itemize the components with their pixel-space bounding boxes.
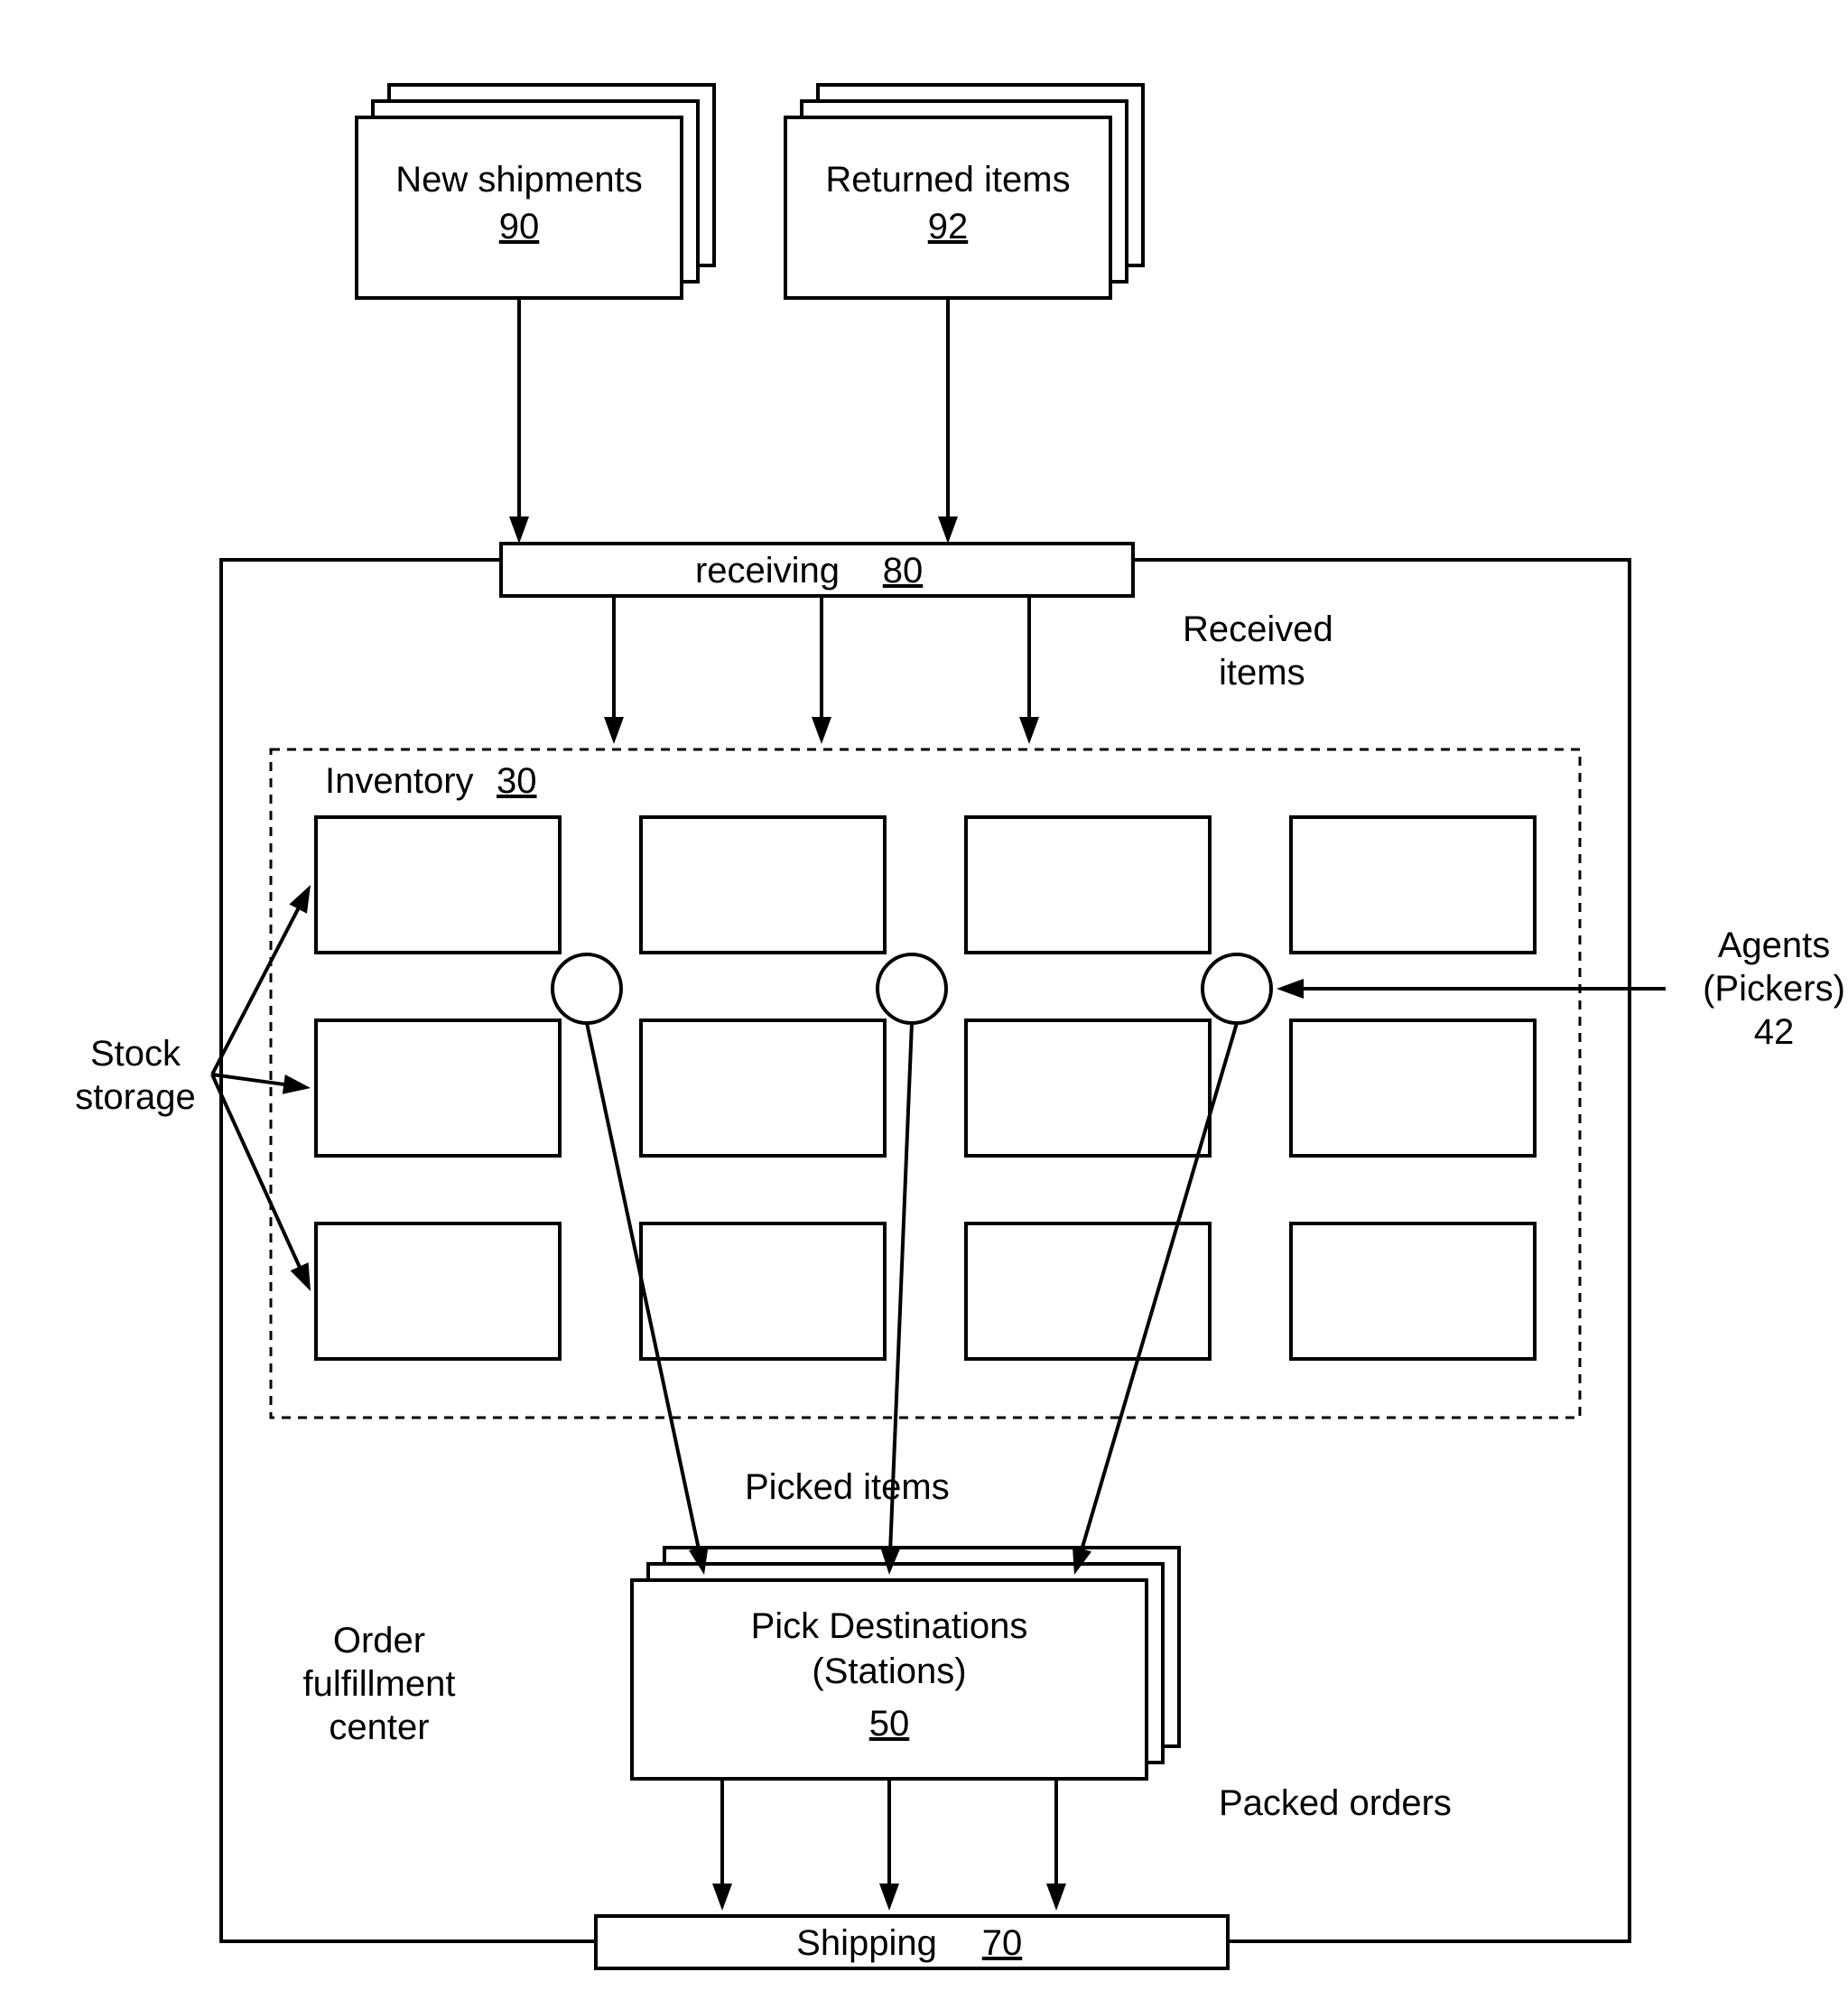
diagram-label: (Stations)	[812, 1651, 966, 1691]
diagram-label: 50	[869, 1704, 910, 1744]
diagram-label: fulfillment	[303, 1664, 456, 1704]
diagram-label: items	[1219, 653, 1305, 693]
diagram-rect	[316, 1223, 560, 1359]
diagram-rect	[966, 817, 1210, 953]
diagram-label: 90	[499, 207, 540, 247]
diagram-label: (Pickers)	[1703, 969, 1845, 1009]
new-shipments-box: New shipments 90	[357, 85, 714, 298]
diagram-rect	[641, 817, 885, 953]
diagram-label: Pick Destinations	[751, 1606, 1028, 1646]
diagram-label: Returned items	[825, 160, 1070, 200]
diagram-rect	[1291, 1223, 1535, 1359]
agent-circle	[553, 954, 621, 1023]
diagram-rect	[641, 1223, 885, 1359]
diagram-label: Picked items	[745, 1467, 950, 1507]
diagram-label: Shipping	[796, 1923, 937, 1963]
agent-circle	[878, 954, 946, 1023]
diagram-rect	[641, 1020, 885, 1156]
diagram-rect	[1291, 817, 1535, 953]
diagram-label: Inventory	[325, 761, 474, 801]
diagram-label: Order	[333, 1621, 425, 1660]
diagram-label: 42	[1754, 1012, 1795, 1052]
diagram-label: storage	[75, 1077, 195, 1117]
diagram-label: 30	[497, 761, 537, 801]
diagram-label: 80	[883, 551, 924, 591]
diagram-label: Received	[1183, 609, 1333, 649]
arrowhead-icon	[509, 516, 529, 544]
arrowhead-icon	[938, 516, 958, 544]
diagram-rect	[316, 1020, 560, 1156]
diagram-rect	[966, 1020, 1210, 1156]
diagram-label: New shipments	[395, 160, 642, 200]
diagram-rect	[1291, 1020, 1535, 1156]
pick-destinations-box: Pick Destinations (Stations) 50	[632, 1548, 1179, 1779]
diagram-label: Stock	[90, 1034, 181, 1074]
diagram-label: 92	[928, 207, 969, 247]
diagram-rect	[316, 817, 560, 953]
diagram-label: center	[329, 1707, 429, 1747]
diagram-label: Agents	[1718, 926, 1831, 965]
diagram-label: Packed orders	[1219, 1783, 1452, 1823]
diagram-label: 70	[982, 1923, 1023, 1963]
agent-circle	[1203, 954, 1271, 1023]
diagram-label: receiving	[695, 551, 840, 591]
returned-items-box: Returned items 92	[785, 85, 1143, 298]
